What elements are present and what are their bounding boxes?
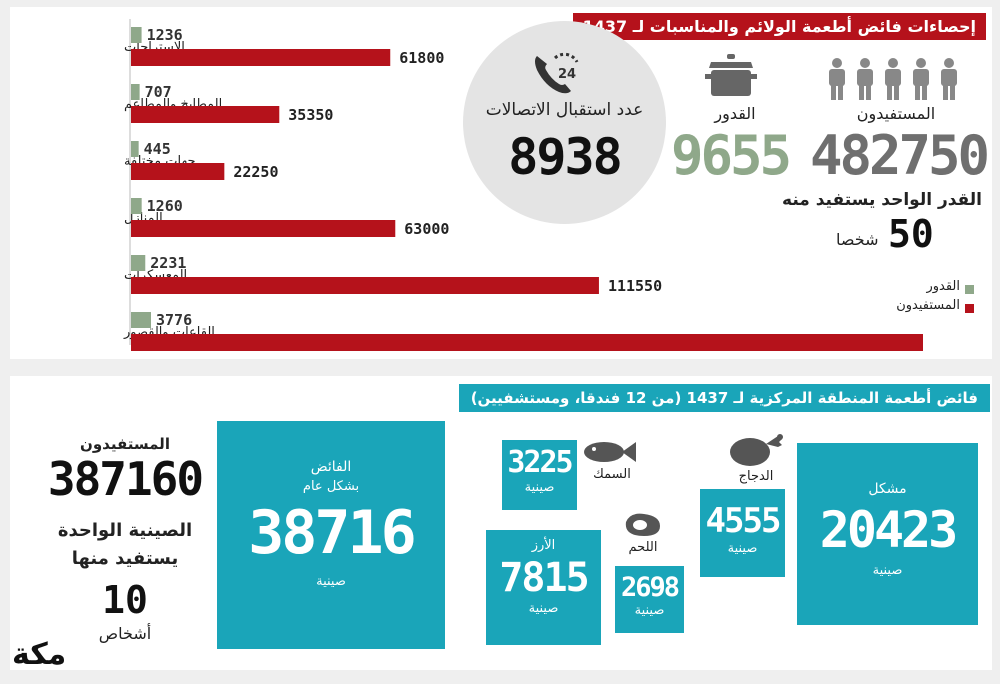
meat-box: 2698 صينية [615,566,684,633]
beneficiaries-bar-label: 61800 [399,49,444,67]
person-icon [885,58,901,100]
beneficiaries-value: 482750 [810,124,990,187]
beneficiaries-bar [131,49,391,66]
person-icon [829,58,845,100]
beneficiaries-bar-label: 22250 [233,163,278,181]
chicken-box: 4555 صينية [700,489,785,577]
pots-bar [131,84,140,100]
pots-bar-label: 1236 [147,26,183,44]
people-icons [829,58,957,100]
beneficiaries-bar [131,220,396,237]
beneficiaries-bar-label: 63000 [404,220,449,238]
calls-label: عدد استقبال الاتصالات [485,100,644,120]
per-pot-text: القدر الواحد يستفيد منه [782,190,982,210]
legend-swatch-beneficiaries [965,304,974,313]
pots-value: 9655 [670,124,792,187]
pots-bar [131,27,142,43]
steak-icon [625,513,660,536]
rice-box: الأرز 7815 صينية [486,530,601,645]
surplus-unit: صينية [316,574,346,589]
fish-unit: صينية [524,480,555,495]
fish-value: 3225 [507,445,573,480]
pots-bar-label: 707 [145,83,172,101]
svg-text:24: 24 [558,67,576,82]
meat-label: اللحم [628,540,658,555]
phone-24-icon: 24 [535,52,579,94]
chicken-unit: صينية [727,541,758,556]
beneficiaries-bar-label: 111550 [608,277,662,295]
meat-value: 2698 [620,572,680,603]
beneficiaries-bar [131,277,599,294]
mixed-value: 20423 [819,501,959,559]
rice-value: 7815 [499,555,589,601]
surplus-value: 38716 [248,498,417,568]
rice-label: الأرز [531,538,556,553]
makkah-logo: مكة [12,637,67,672]
fish-box: 3225 صينية [502,440,577,510]
beneficiaries-bar [131,334,923,351]
bottom-beneficiaries-label: المستفيدون [80,435,170,453]
chicken-icon [730,434,783,466]
mixed-label: مشكل [868,481,907,497]
pots-bar [131,312,151,328]
person-icon [857,58,873,100]
surplus-sub: بشكل عام [302,479,360,494]
legend-label-pots: القدور [926,279,960,294]
mixed-box: مشكل 20423 صينية [797,443,978,625]
pots-bar [131,141,139,157]
top-title: إحصاءات فائض أطعمة الولائم والمناسبات لـ… [572,13,986,40]
beneficiaries-bar [131,163,225,180]
per-pot-unit: شخصا [836,230,879,249]
legend-label-beneficiaries: المستفيدون [896,298,960,313]
pots-bar-label: 3776 [156,311,192,329]
per-pot-value: 50 [888,212,934,256]
pots-bar-label: 445 [144,140,171,158]
person-icon [913,58,929,100]
bottom-beneficiaries-value: 387160 [47,452,204,506]
beneficiaries-bar [131,106,280,123]
calls-value: 8938 [508,128,622,186]
beneficiaries-bar-label: 188800 [847,357,901,359]
per-tray-text1: الصينية الواحدة [57,520,193,541]
surplus-box: الفائض بشكل عام 38716 صينية [217,421,445,649]
pots-bar-label: 2231 [150,254,186,272]
per-tray-unit: أشخاص [98,624,152,643]
bottom-title: فائض أطعمة المنطقة المركزية لـ 1437 (من … [458,384,990,412]
pots-bar [131,255,146,271]
pot-icon [705,54,757,96]
calls-circle [463,21,666,224]
meat-unit: صينية [634,603,665,618]
rice-unit: صينية [528,601,559,616]
legend-swatch-pots [965,285,974,294]
fish-icon [584,442,636,462]
beneficiaries-bar-label: 35350 [288,106,333,124]
per-tray-text2: يستفيد منها [71,548,179,569]
pots-bar-label: 1260 [147,197,183,215]
beneficiaries-label: المستفيدون [856,104,936,123]
surplus-label: الفائض [310,459,352,475]
per-tray-value: 10 [102,578,148,622]
fish-label: السمك [593,467,631,482]
chicken-value: 4555 [705,501,782,541]
pots-label: القدور [714,104,756,123]
chicken-label: الدجاج [738,469,774,484]
pots-bar [131,198,142,214]
person-icon [941,58,957,100]
mixed-unit: صينية [872,563,903,578]
